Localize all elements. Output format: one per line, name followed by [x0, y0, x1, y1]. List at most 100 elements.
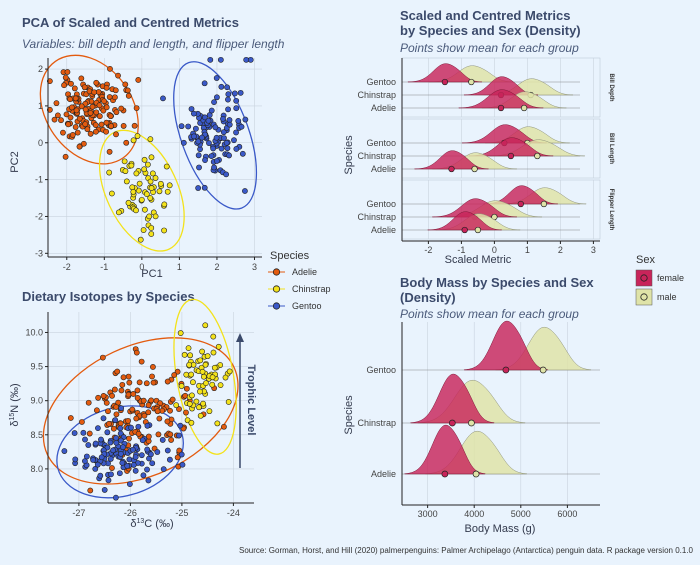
legend-adelie-label: Adelie: [292, 267, 317, 277]
isotopes-y-tick-label: 9.5: [30, 362, 43, 372]
pca-y-tick-label: -2: [35, 211, 43, 221]
pca-point-adelie: [73, 107, 80, 114]
isotopes-point-gentoo: [135, 423, 142, 430]
pca-point-gentoo: [214, 94, 220, 101]
pca-point-adelie: [131, 122, 138, 129]
isotopes-point-adelie: [141, 412, 148, 419]
isotopes-point-adelie: [150, 379, 157, 386]
ridge-species-label: Chinstrap: [357, 90, 396, 100]
pca-point-adelie: [76, 143, 83, 150]
pca-point-adelie: [108, 123, 114, 129]
ridges-x-tick-label: -2: [424, 245, 432, 255]
pca-point-gentoo: [225, 96, 231, 103]
isotopes-point-chinstrap: [210, 349, 217, 356]
pca-point-gentoo: [225, 91, 232, 98]
pca-y-axis-label: PC2: [9, 151, 21, 172]
pca-point-adelie: [81, 84, 88, 91]
pca-point-gentoo: [242, 188, 248, 194]
isotopes-point-chinstrap: [196, 404, 202, 411]
sex-legend: Sex female male: [635, 254, 684, 306]
isotopes-point-adelie: [85, 399, 92, 406]
mass-ridge-female-adelie: [404, 424, 486, 475]
pca-point-gentoo: [213, 75, 220, 81]
pca-point-adelie: [78, 103, 85, 110]
ridges-x-axis-label: Scaled Metric: [445, 254, 512, 266]
isotopes-point-gentoo: [144, 422, 151, 429]
pca-y-tick-label: -1: [35, 175, 43, 185]
isotopes-point-gentoo: [80, 429, 87, 436]
isotopes-point-adelie: [113, 404, 119, 410]
pca-point-chinstrap: [123, 178, 130, 185]
mean-point-male: [520, 104, 528, 112]
pca-point-adelie: [125, 92, 132, 99]
ridges-y-axis-label: Species: [343, 135, 355, 175]
isotopes-x-tick-label: -26: [124, 508, 137, 518]
isotopes-point-gentoo: [107, 455, 114, 462]
facet-strip-label: Bill Length: [608, 133, 614, 164]
pca-point-gentoo: [220, 129, 227, 136]
facet-strip-label: Bill Depth: [608, 74, 614, 102]
isotopes-point-gentoo: [148, 451, 154, 458]
isotopes-point-adelie: [167, 407, 173, 414]
pca-point-adelie: [118, 105, 125, 112]
isotopes-point-gentoo: [72, 456, 79, 463]
facet-strip-label: Flipper Length: [608, 189, 614, 231]
ridge-female-adelie: [414, 150, 489, 170]
pca-point-gentoo: [208, 107, 215, 114]
mean-point-female: [441, 78, 449, 86]
isotopes-point-gentoo: [104, 429, 111, 436]
isotopes-y-tick-label: 8.5: [30, 430, 43, 440]
isotopes-point-adelie: [183, 409, 189, 416]
isotopes-point-chinstrap: [203, 380, 209, 387]
isotopes-x-tick-label: -25: [175, 508, 188, 518]
isotopes-point-gentoo: [101, 487, 108, 493]
pca-point-chinstrap: [140, 227, 147, 233]
pca-point-adelie: [84, 126, 91, 133]
pca-point-chinstrap: [130, 189, 137, 195]
pca-point-adelie: [103, 84, 110, 91]
isotopes-point-gentoo: [138, 452, 145, 459]
isotopes-point-adelie: [87, 487, 94, 494]
isotopes-ellipse-adelie: [42, 337, 239, 485]
isotopes-point-gentoo: [98, 454, 105, 461]
isotopes-point-gentoo: [124, 463, 131, 469]
pca-point-adelie: [63, 111, 70, 118]
pca-point-gentoo: [212, 124, 219, 131]
pca-point-gentoo: [195, 138, 202, 145]
pca-point-adelie: [71, 85, 78, 92]
isotopes-point-chinstrap: [209, 374, 216, 381]
isotopes-point-gentoo: [140, 472, 147, 479]
species-legend-title: Species: [270, 250, 310, 262]
isotopes-point-gentoo: [128, 424, 134, 431]
isotopes-point-gentoo: [107, 439, 114, 446]
mass-content: Gentoo Chinstrap Adelie 3000 4000 5000 6000: [357, 320, 600, 519]
pca-point-chinstrap: [157, 180, 164, 187]
mass-title-line2: (Density): [400, 290, 456, 305]
pca-point-adelie: [58, 117, 64, 124]
pca-point-gentoo: [224, 84, 231, 91]
pca-point-gentoo: [205, 117, 212, 124]
pca-point-gentoo: [195, 185, 202, 191]
pca-point-gentoo: [233, 146, 240, 152]
pca-point-chinstrap: [163, 163, 170, 170]
pca-y-tick-label: 2: [38, 64, 43, 74]
isotopes-point-gentoo: [94, 461, 101, 468]
isotopes-point-gentoo: [145, 477, 152, 484]
isotopes-point-gentoo: [97, 472, 104, 479]
pca-point-gentoo: [239, 150, 246, 157]
isotopes-point-gentoo: [139, 437, 146, 444]
pca-point-adelie: [60, 129, 66, 136]
isotopes-point-gentoo: [95, 425, 101, 432]
isotopes-point-gentoo: [116, 470, 123, 477]
mass-y-axis-label: Species: [343, 395, 355, 435]
pca-point-adelie: [122, 81, 129, 88]
isotopes-point-adelie: [111, 386, 118, 393]
mean-point-female: [448, 165, 455, 173]
isotopes-point-adelie: [110, 425, 117, 432]
isotopes-chart: Dietary Isotopes by Species -27 -26 -25 -24…: [9, 289, 257, 530]
isotopes-point-gentoo: [126, 481, 133, 487]
isotopes-point-chinstrap: [193, 398, 200, 405]
pca-point-chinstrap: [141, 166, 148, 173]
pca-point-adelie: [72, 95, 79, 102]
isotopes-x-superscript: 13: [137, 518, 145, 525]
